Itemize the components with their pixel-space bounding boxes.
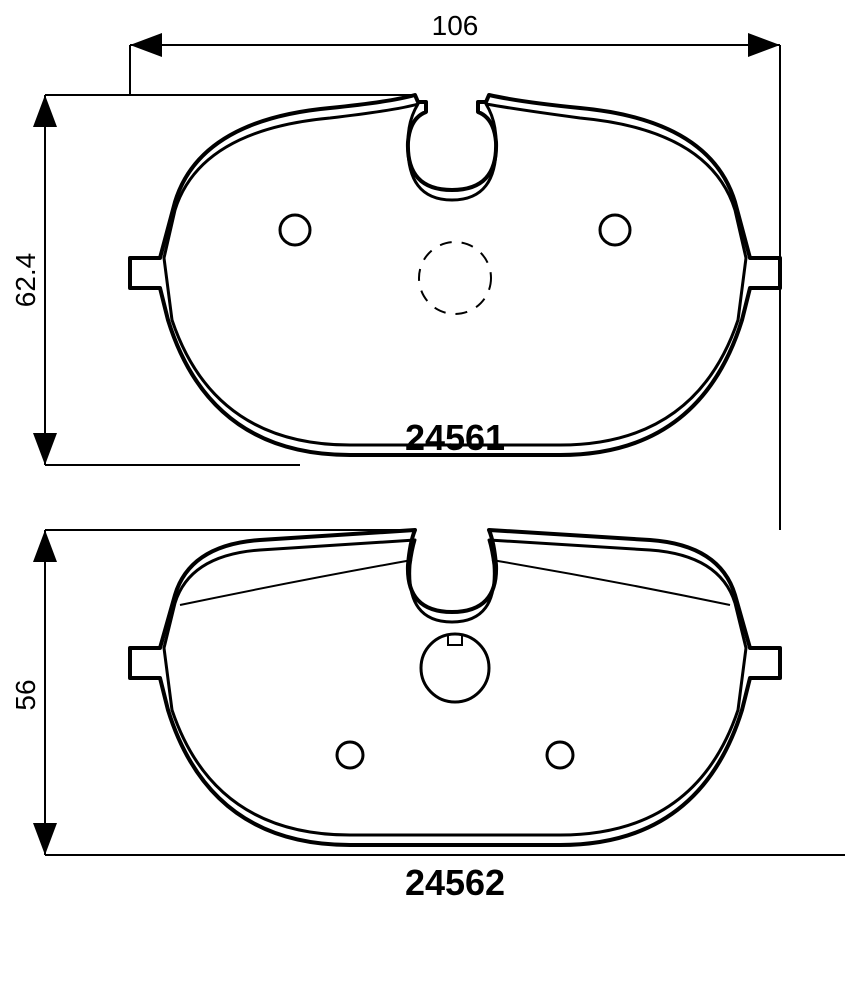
pad-top-outline — [130, 95, 780, 455]
dim-width-label: 106 — [432, 10, 479, 41]
dim-h1-label: 62.4 — [10, 253, 41, 308]
dim-h2-label: 56 — [10, 679, 41, 710]
pad-bottom-partnum: 24562 — [405, 862, 505, 903]
pad-top-partnum: 24561 — [405, 417, 505, 458]
